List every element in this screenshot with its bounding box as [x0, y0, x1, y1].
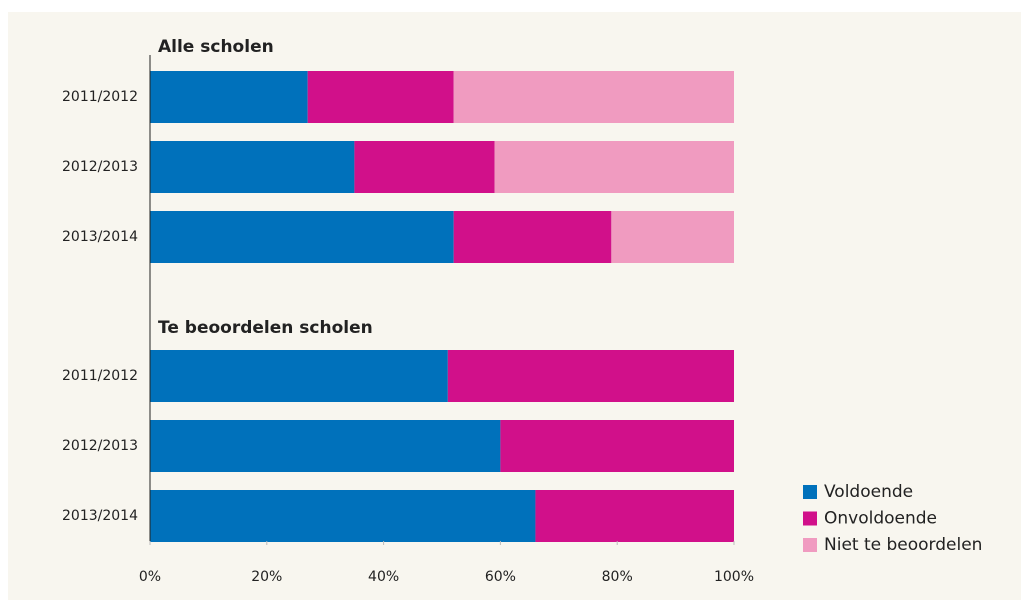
bar-segment: [150, 490, 536, 542]
x-tick-label: 20%: [251, 569, 282, 585]
bar-segment: [150, 211, 454, 263]
x-tick-label: 60%: [485, 569, 516, 585]
y-tick-label: 2011/2012: [62, 89, 138, 105]
bar-segment: [500, 420, 734, 472]
bar-segment: [150, 420, 501, 472]
legend-label: Voldoende: [824, 482, 913, 502]
bar-segment: [307, 71, 454, 123]
bar-segment: [453, 71, 734, 123]
legend-swatch: [803, 538, 817, 552]
legend-label: Niet te beoordelen: [824, 535, 982, 555]
x-tick-label: 100%: [714, 569, 754, 585]
bar-segment: [150, 350, 448, 402]
y-tick-label: 2013/2014: [62, 229, 138, 245]
x-tick-label: 0%: [139, 569, 161, 585]
bar-segment: [150, 141, 355, 193]
bar-segment: [447, 350, 734, 402]
y-tick-label: 2012/2013: [62, 159, 138, 175]
x-tick-label: 40%: [368, 569, 399, 585]
legend-label: Onvoldoende: [824, 509, 937, 529]
x-tick-label: 80%: [602, 569, 633, 585]
group-title: Alle scholen: [158, 37, 274, 57]
bar-segment: [453, 211, 612, 263]
legend-swatch: [803, 485, 817, 499]
y-tick-label: 2011/2012: [62, 368, 138, 384]
bar-segment: [535, 490, 734, 542]
y-tick-label: 2013/2014: [62, 508, 138, 524]
bar-segment: [611, 211, 734, 263]
y-tick-label: 2012/2013: [62, 438, 138, 454]
bar-segment: [150, 71, 308, 123]
group-title: Te beoordelen scholen: [158, 318, 373, 338]
legend-swatch: [803, 511, 817, 526]
bar-segment: [354, 141, 495, 193]
bar-segment: [494, 141, 734, 193]
